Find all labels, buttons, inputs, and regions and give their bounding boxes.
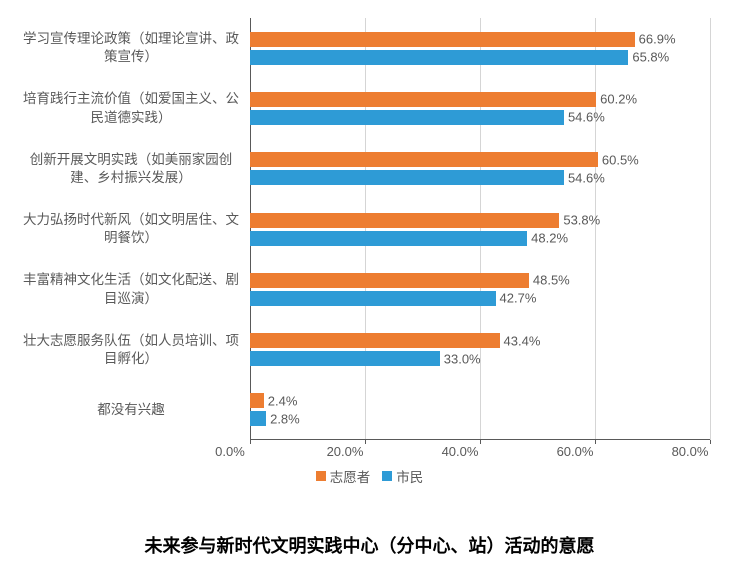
x-tick-label: 40.0% xyxy=(442,444,479,459)
data-label: 53.8% xyxy=(559,213,600,228)
category-group: 学习宣传理论政策（如理论宣讲、政策宣传）66.9%65.8% xyxy=(250,32,710,65)
category-label: 创新开展文明实践（如美丽家园创建、乡村振兴发展） xyxy=(20,150,250,186)
bar-citizen: 54.6% xyxy=(250,170,564,185)
data-label: 42.7% xyxy=(496,291,537,306)
bar-citizen: 33.0% xyxy=(250,351,440,366)
x-tick-label: 80.0% xyxy=(672,444,709,459)
data-label: 65.8% xyxy=(628,50,669,65)
category-label: 壮大志愿服务队伍（如人员培训、项目孵化） xyxy=(20,331,250,367)
legend-item: 市民 xyxy=(382,466,423,486)
bar-volunteer: 60.5% xyxy=(250,152,598,167)
data-label: 48.2% xyxy=(527,231,568,246)
plot-area: 学习宣传理论政策（如理论宣讲、政策宣传）66.9%65.8%培育践行主流价值（如… xyxy=(250,18,710,440)
x-axis-labels: 0.0%20.0%40.0%60.0%80.0% xyxy=(230,444,690,460)
category-group: 培育践行主流价值（如爱国主义、公民道德实践）60.2%54.6% xyxy=(250,92,710,125)
category-group: 壮大志愿服务队伍（如人员培训、项目孵化）43.4%33.0% xyxy=(250,333,710,366)
category-group: 都没有兴趣2.4%2.8% xyxy=(250,393,710,426)
data-label: 2.8% xyxy=(266,411,300,426)
bar-volunteer: 53.8% xyxy=(250,213,559,228)
category-label: 学习宣传理论政策（如理论宣讲、政策宣传） xyxy=(20,30,250,66)
data-label: 54.6% xyxy=(564,170,605,185)
category-label: 都没有兴趣 xyxy=(20,401,250,419)
category-group: 创新开展文明实践（如美丽家园创建、乡村振兴发展）60.5%54.6% xyxy=(250,152,710,185)
bar-citizen: 48.2% xyxy=(250,231,527,246)
x-tick xyxy=(710,440,711,444)
bar-citizen: 2.8% xyxy=(250,411,266,426)
bar-citizen: 65.8% xyxy=(250,50,628,65)
bar-volunteer: 43.4% xyxy=(250,333,500,348)
bar-citizen: 54.6% xyxy=(250,110,564,125)
x-tick-label: 60.0% xyxy=(557,444,594,459)
legend-label: 市民 xyxy=(396,466,423,486)
legend: 志愿者 市民 xyxy=(0,466,739,486)
data-label: 60.5% xyxy=(598,152,639,167)
data-label: 48.5% xyxy=(529,273,570,288)
data-label: 66.9% xyxy=(635,32,676,47)
category-label: 培育践行主流价值（如爱国主义、公民道德实践） xyxy=(20,90,250,126)
category-label: 丰富精神文化生活（如文化配送、剧目巡演） xyxy=(20,271,250,307)
x-tick-label: 20.0% xyxy=(327,444,364,459)
data-label: 54.6% xyxy=(564,110,605,125)
bar-volunteer: 60.2% xyxy=(250,92,596,107)
data-label: 43.4% xyxy=(500,333,541,348)
x-tick-label: 0.0% xyxy=(215,444,245,459)
bar-volunteer: 2.4% xyxy=(250,393,264,408)
bar-volunteer: 48.5% xyxy=(250,273,529,288)
legend-item: 志愿者 xyxy=(316,466,371,486)
legend-swatch xyxy=(316,471,326,481)
chart-title: 未来参与新时代文明实践中心（分中心、站）活动的意愿 xyxy=(0,532,739,558)
legend-label: 志愿者 xyxy=(330,466,371,486)
category-group: 大力弘扬时代新风（如文明居住、文明餐饮）53.8%48.2% xyxy=(250,213,710,246)
category-group: 丰富精神文化生活（如文化配送、剧目巡演）48.5%42.7% xyxy=(250,273,710,306)
data-label: 60.2% xyxy=(596,92,637,107)
legend-swatch xyxy=(382,471,392,481)
gridline xyxy=(710,18,711,440)
bar-citizen: 42.7% xyxy=(250,291,496,306)
chart-container: 学习宣传理论政策（如理论宣讲、政策宣传）66.9%65.8%培育践行主流价值（如… xyxy=(0,0,739,494)
data-label: 33.0% xyxy=(440,351,481,366)
data-label: 2.4% xyxy=(264,393,298,408)
bar-volunteer: 66.9% xyxy=(250,32,635,47)
category-label: 大力弘扬时代新风（如文明居住、文明餐饮） xyxy=(20,211,250,247)
